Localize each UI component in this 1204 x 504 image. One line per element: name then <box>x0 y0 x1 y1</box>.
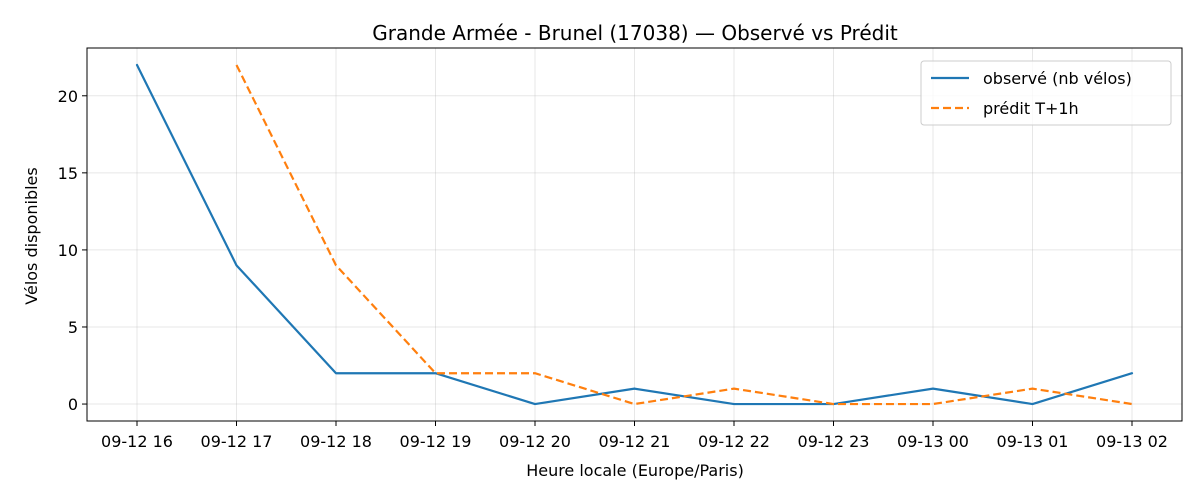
observed-series-line <box>135 63 1134 406</box>
plot-lines <box>135 63 1134 406</box>
y-tick-label: 5 <box>68 318 78 337</box>
legend-label-observed: observé (nb vélos) <box>983 69 1132 88</box>
chart-title: Grande Armée - Brunel (17038) — Observé … <box>372 21 898 45</box>
x-tick-label: 09-12 23 <box>798 432 870 451</box>
legend: observé (nb vélos) prédit T+1h <box>920 60 1172 126</box>
x-tick-label: 09-12 17 <box>201 432 273 451</box>
x-axis-label: Heure locale (Europe/Paris) <box>526 461 744 480</box>
x-axis: 09-12 16 09-12 17 09-12 18 09-12 19 09-12 20… <box>101 421 1168 451</box>
x-tick-label: 09-12 20 <box>499 432 571 451</box>
x-tick-label: 09-12 18 <box>300 432 372 451</box>
y-tick-label: 10 <box>58 241 78 260</box>
y-axis: 0 5 10 15 20 <box>58 87 87 414</box>
x-tick-label: 09-12 16 <box>101 432 173 451</box>
y-tick-label: 15 <box>58 164 78 183</box>
x-tick-label: 09-12 19 <box>400 432 472 451</box>
y-tick-label: 0 <box>68 395 78 414</box>
legend-label-predicted: prédit T+1h <box>983 99 1079 118</box>
predicted-series-line <box>235 64 1133 406</box>
x-tick-label: 09-13 01 <box>997 432 1069 451</box>
x-tick-label: 09-12 21 <box>599 432 671 451</box>
x-tick-label: 09-12 22 <box>698 432 770 451</box>
legend-box <box>920 60 1172 126</box>
y-tick-label: 20 <box>58 87 78 106</box>
y-axis-label: Vélos disponibles <box>22 167 41 304</box>
x-tick-label: 09-13 02 <box>1096 432 1168 451</box>
x-tick-label: 09-13 00 <box>897 432 969 451</box>
